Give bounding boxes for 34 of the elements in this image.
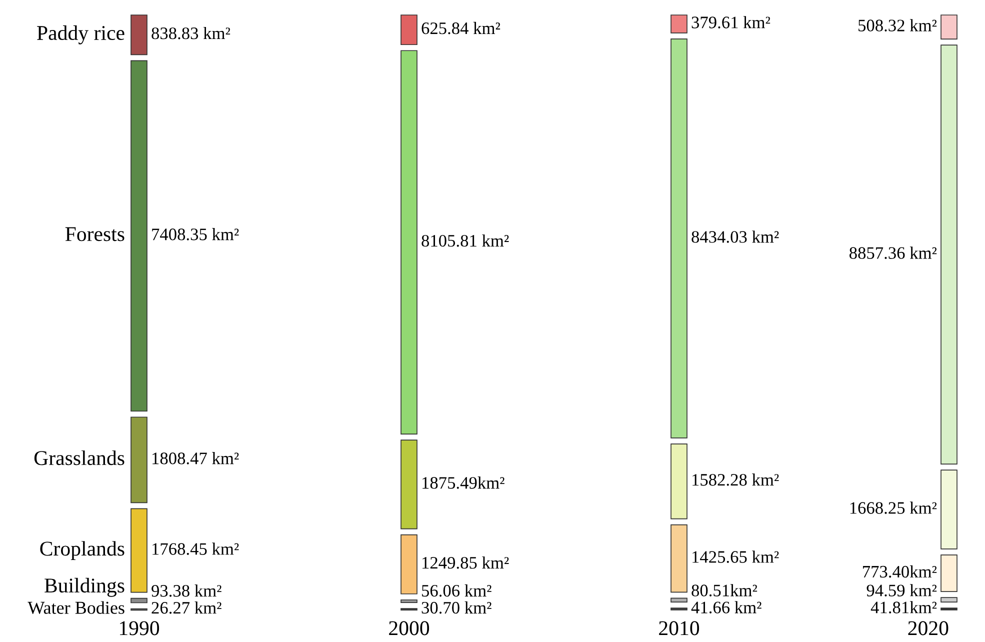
data-label: 1582.28 km²	[692, 473, 779, 486]
data-label: 1249.85 km²	[422, 556, 509, 569]
data-label: 838.83 km²	[152, 26, 230, 40]
data-label: 1808.47 km²	[152, 452, 239, 464]
data-label: 26.27 km²	[152, 602, 222, 614]
data-label: 94.59 km²	[866, 584, 937, 596]
data-label: 8857.36 km²	[850, 246, 937, 259]
data-label: 1768.45 km²	[152, 542, 239, 555]
legend-label: 2000	[389, 621, 430, 636]
data-label: 41.81km²	[870, 601, 937, 614]
category-label: Paddy rice	[37, 25, 124, 44]
data-label: 1425.65 km²	[692, 550, 779, 563]
legend-label: 2010	[659, 621, 700, 636]
data-label: 508.32 km²	[858, 19, 937, 32]
data-label: 56.06 km²	[422, 584, 492, 597]
data-label: 625.84 km²	[422, 22, 500, 34]
data-label: 1875.49km²	[422, 476, 504, 489]
category-label: Grasslands	[34, 450, 124, 466]
category-label: Forests	[65, 227, 124, 242]
data-label: 8434.03 km²	[692, 230, 779, 243]
data-label: 80.51km²	[692, 584, 758, 596]
data-label: 30.70 km²	[422, 601, 492, 614]
data-label: 7408.35 km²	[152, 228, 239, 240]
data-label: 93.38 km²	[152, 584, 222, 597]
data-label: 1668.25 km²	[850, 502, 937, 514]
legend-label: 2020	[908, 621, 948, 636]
legend-label: 1990	[120, 621, 160, 636]
data-label: 8105.81 km²	[422, 234, 509, 247]
data-label: 41.66 km²	[691, 601, 762, 614]
data-label: 379.61 km²	[692, 16, 770, 28]
category-label: Buildings	[44, 578, 124, 597]
data-label: 773.40km²	[863, 565, 937, 578]
category-label: Water Bodies	[28, 601, 124, 614]
category-label: Croplands	[40, 541, 124, 560]
